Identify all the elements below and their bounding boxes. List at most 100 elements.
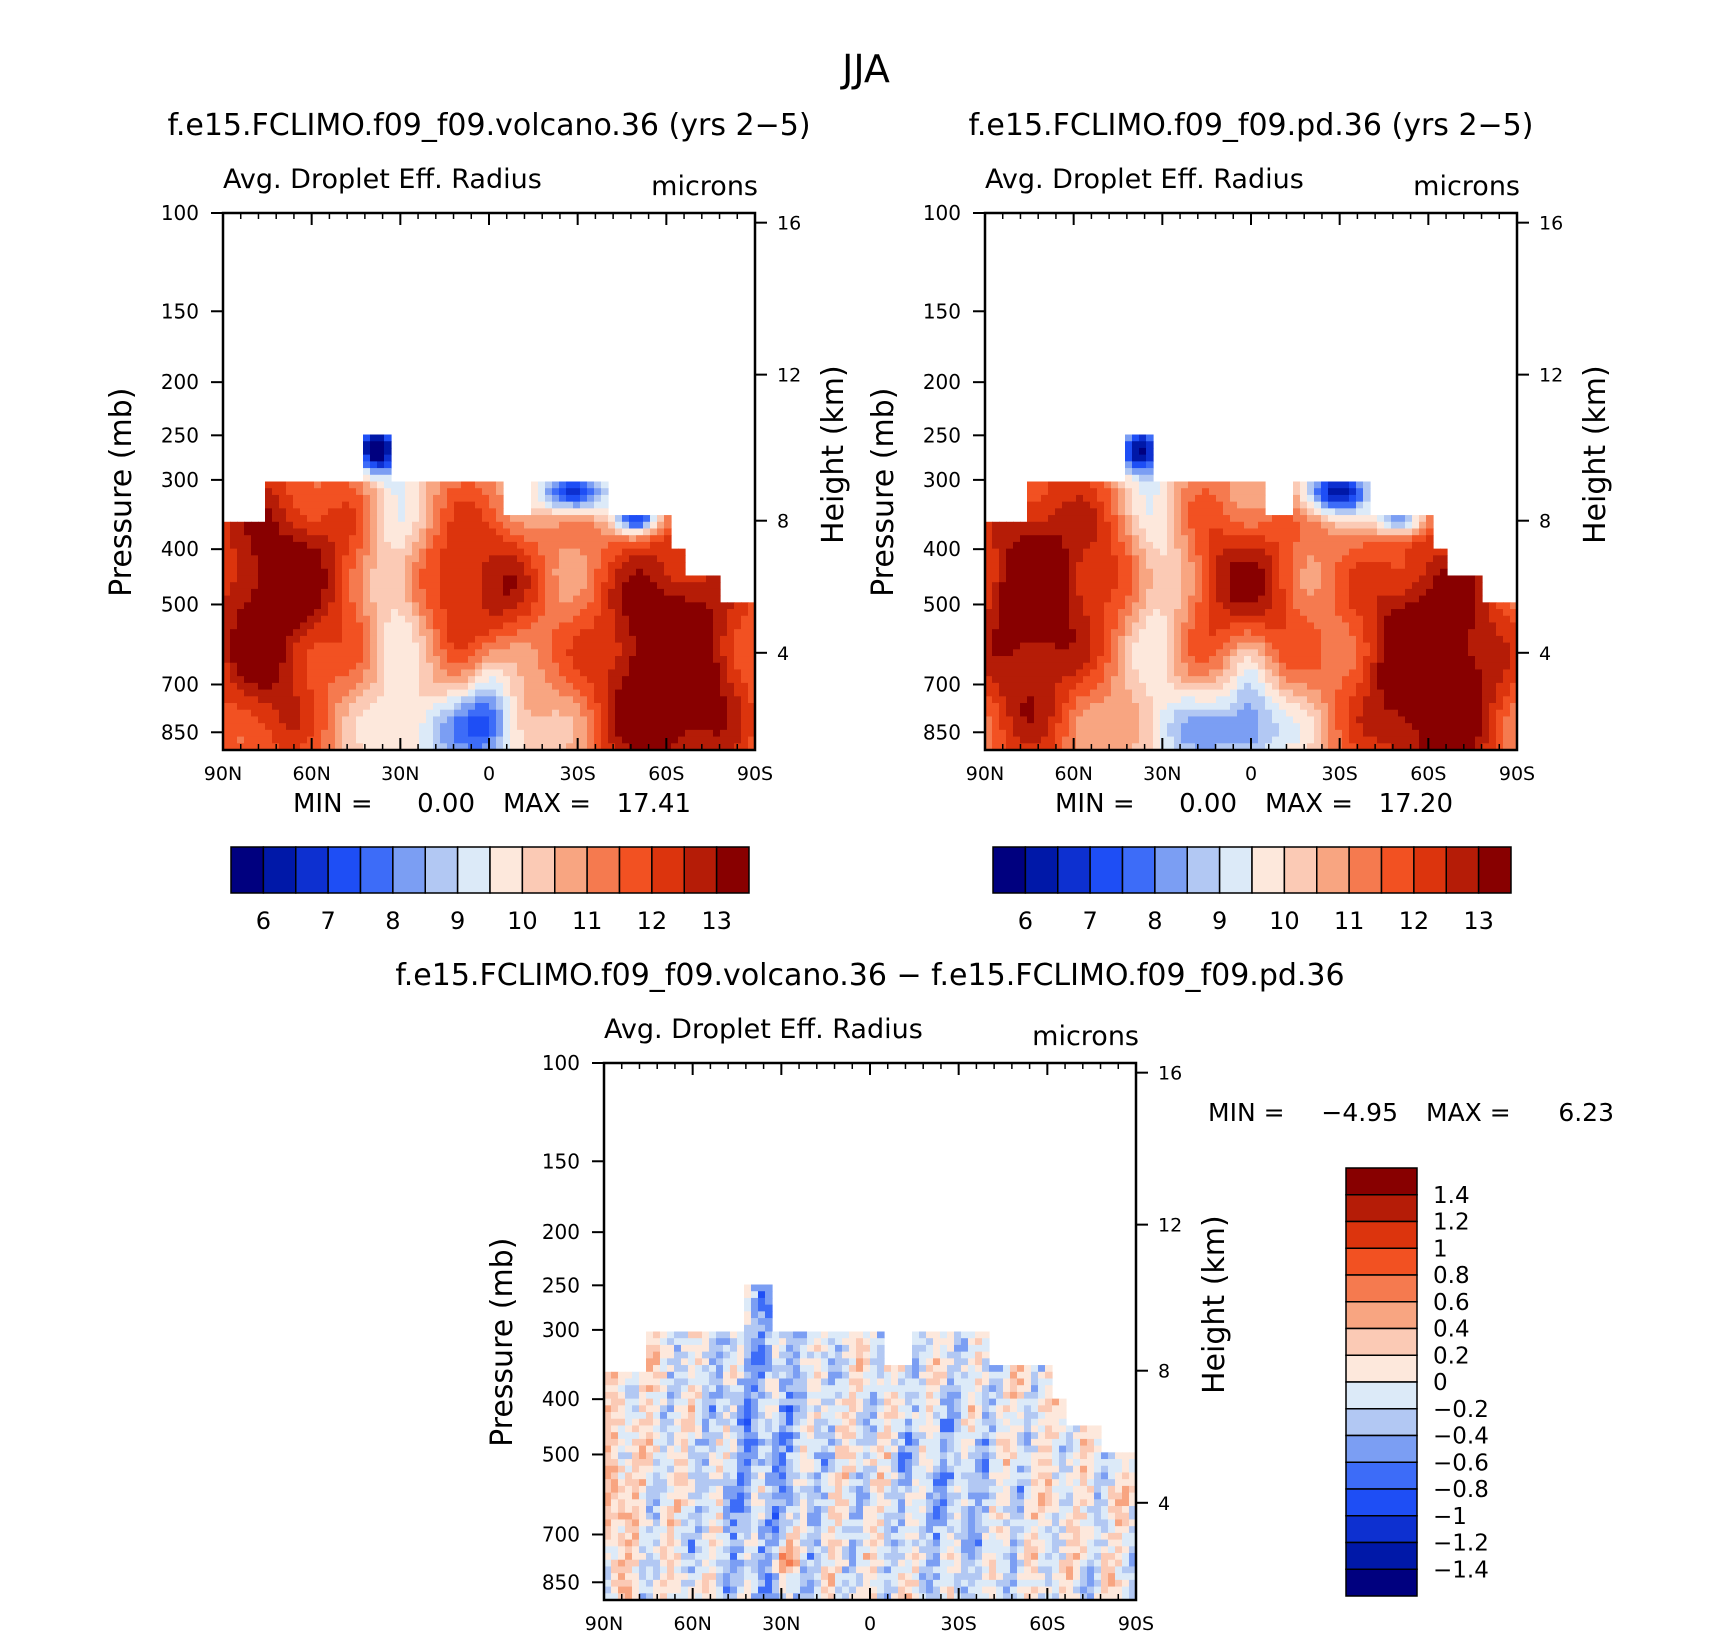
field-cell [1153,669,1161,677]
field-cell [307,662,315,671]
field-cell [244,521,252,530]
field-cell [433,709,441,718]
field-cell [1160,635,1168,644]
field-cell [335,595,343,603]
field-cell [377,441,385,449]
field-cell [293,682,301,691]
field-cell [363,494,371,503]
field-cell [496,729,504,738]
field-cell [629,736,637,744]
field-cell [489,528,497,536]
field-cell [1013,609,1021,617]
field-cell [1076,595,1084,603]
field-cell [1251,515,1259,523]
field-cell [1223,615,1231,624]
field-cell [258,689,266,697]
field-cell [1104,682,1112,691]
field-cell [1139,461,1147,469]
field-cell [1272,743,1280,751]
field-cell [1328,508,1336,516]
field-cell [1237,501,1245,509]
field-cell [524,615,532,624]
field-cell [1048,494,1056,503]
field-cell [1062,736,1070,744]
stats-max-value: 17.41 [617,789,691,819]
field-cell [440,515,448,523]
field-cell [671,548,679,556]
field-cell [992,535,1000,543]
field-cell [636,602,644,610]
field-cell [1279,736,1287,744]
field-cell [622,682,630,691]
field-cell [447,575,455,583]
field-cell [475,723,483,731]
field-cell [1286,615,1294,624]
field-cell [664,602,672,610]
field-cell [1244,548,1252,556]
field-cell [496,575,504,583]
field-cell [1209,662,1217,671]
field-cell [244,548,252,556]
field-cell [650,588,658,597]
field-cell [622,635,630,644]
field-cell [265,535,273,543]
field-cell [1188,515,1196,523]
field-cell [258,622,266,630]
field-cell [566,676,574,684]
field-cell [377,635,385,644]
field-cell [489,703,497,711]
field-cell [447,555,455,563]
field-cell [545,588,553,597]
field-cell [1167,662,1175,671]
field-cell [349,562,357,570]
field-cell [1041,669,1049,677]
field-cell [545,515,553,523]
field-cell [461,703,469,711]
field-cell [1153,656,1161,664]
field-cell [1209,508,1217,516]
field-cell [328,716,336,724]
field-cell [664,729,672,738]
field-cell [1202,642,1210,650]
field-cell [503,562,511,570]
field-cell [594,568,602,577]
field-cell [1083,703,1091,711]
field-cell [419,535,427,543]
field-cell [1020,716,1028,724]
field-cell [412,528,420,536]
field-cell [1265,669,1273,677]
field-cell [517,555,525,563]
field-cell [265,703,273,711]
field-cell [1034,582,1042,590]
field-cell [643,595,651,603]
field-cell [1083,696,1091,704]
field-cell [265,508,273,516]
field-cell [1209,615,1217,624]
field-cell [1223,541,1231,550]
field-cell [552,656,560,664]
field-cell [356,662,364,671]
field-cell [1076,488,1084,496]
field-cell [244,656,252,664]
field-cell [419,649,427,657]
field-cell [433,535,441,543]
field-cell [1041,649,1049,657]
field-cell [1048,689,1056,697]
field-cell [1307,716,1315,724]
field-cell [377,689,385,697]
field-cell [608,528,616,536]
field-cell [496,541,504,550]
field-cell [230,588,238,597]
field-cell [1132,602,1140,610]
field-cell [636,615,644,624]
field-cell [1237,535,1245,543]
field-cell [664,703,672,711]
field-cell [1104,521,1112,530]
field-cell [1188,743,1196,751]
field-cell [1181,582,1189,590]
field-cell [1125,595,1133,603]
field-cell [1321,575,1329,583]
field-cell [342,642,350,650]
field-cell [503,642,511,650]
field-cell [601,488,609,496]
